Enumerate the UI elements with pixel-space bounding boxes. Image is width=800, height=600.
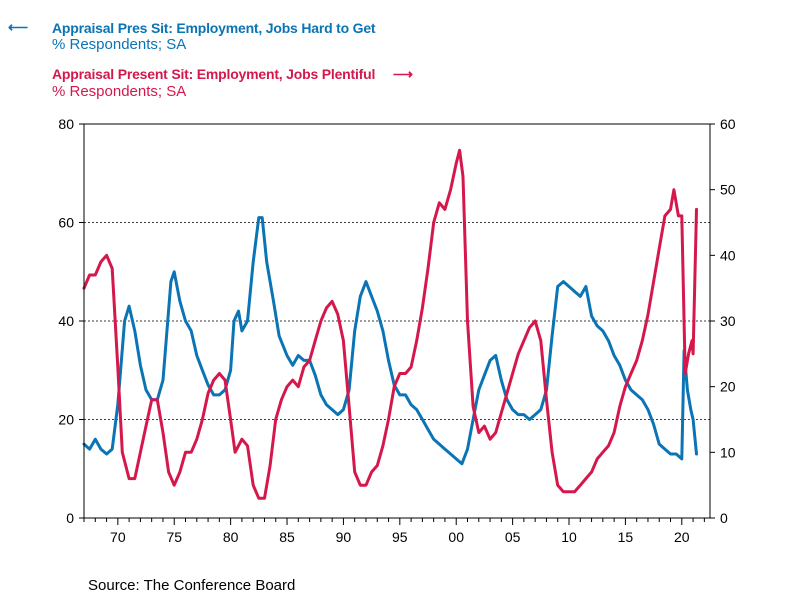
x-tick-label: 70 xyxy=(110,529,126,545)
gridlines xyxy=(84,222,710,420)
y-left-tick-label: 40 xyxy=(58,313,74,329)
y-right-tick-label: 30 xyxy=(720,313,736,329)
x-axis: 70 75 80 85 90 95 00 05 10 15 20 xyxy=(83,518,705,545)
y-right-tick-label: 10 xyxy=(720,444,736,460)
legend-series1-title: Appraisal Pres Sit: Employment, Jobs Har… xyxy=(52,20,376,36)
x-tick-label: 90 xyxy=(336,529,352,545)
source-note: Source: The Conference Board xyxy=(88,577,296,594)
series-jobs-hard-to-get xyxy=(82,216,698,466)
legend-series2: Appraisal Present Sit: Employment, Jobs … xyxy=(52,66,413,100)
y-right-tick-label: 50 xyxy=(720,182,736,198)
series-lines xyxy=(82,148,698,500)
x-tick-label: 15 xyxy=(618,529,634,545)
legend-series2-title: Appraisal Present Sit: Employment, Jobs … xyxy=(52,66,413,82)
x-tick-label: 10 xyxy=(561,529,577,545)
y-left-tick-label: 20 xyxy=(58,412,74,428)
x-tick-label: 75 xyxy=(166,529,182,545)
x-tick-label: 05 xyxy=(505,529,521,545)
series-jobs-plentiful xyxy=(82,148,698,500)
y-right-tick-label: 0 xyxy=(720,510,728,526)
arrow-right-icon: ⟶ xyxy=(392,66,413,82)
y-left-tick-label: 0 xyxy=(66,510,74,526)
arrow-left-icon: ⟵ xyxy=(8,19,29,35)
x-tick-label: 80 xyxy=(223,529,239,545)
left-axis: 0 20 40 60 80 xyxy=(58,116,84,526)
y-left-tick-label: 80 xyxy=(58,116,74,132)
legend-series2-unit: % Respondents; SA xyxy=(52,83,187,100)
x-tick-label: 85 xyxy=(279,529,295,545)
legend-series1-unit: % Respondents; SA xyxy=(52,36,187,53)
right-axis: 0 10 20 30 40 50 60 xyxy=(710,116,736,526)
x-tick-label: 20 xyxy=(674,529,690,545)
y-right-tick-label: 60 xyxy=(720,116,736,132)
y-right-tick-label: 20 xyxy=(720,379,736,395)
legend-series1: ⟵ Appraisal Pres Sit: Employment, Jobs H… xyxy=(8,19,376,53)
y-right-tick-label: 40 xyxy=(720,247,736,263)
y-left-tick-label: 60 xyxy=(58,215,74,231)
x-tick-label: 00 xyxy=(448,529,464,545)
x-tick-label: 95 xyxy=(392,529,408,545)
